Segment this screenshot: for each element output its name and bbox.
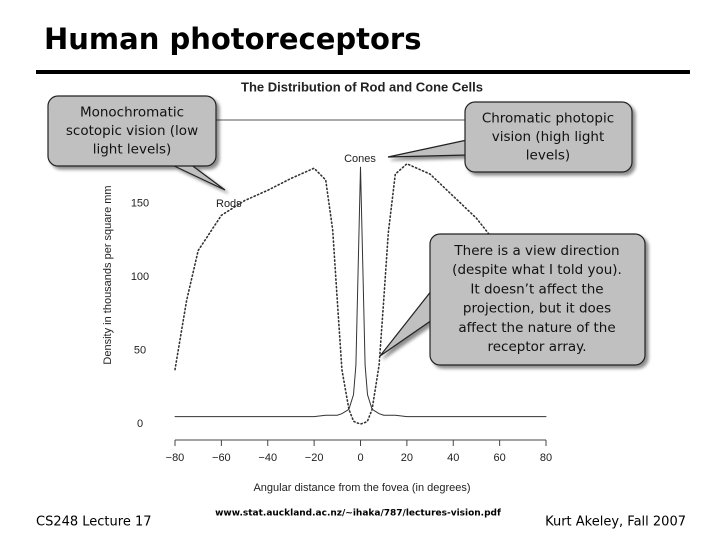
- callout-texts: Monochromatic scotopic vision (low light l…: [66, 105, 622, 356]
- callout-line: levels): [526, 148, 570, 164]
- y-tick-label: 150: [131, 197, 149, 209]
- callout-line: Monochromatic: [80, 105, 184, 121]
- callout-line: scotopic vision (low: [66, 123, 198, 139]
- callout-line: Chromatic photopic: [482, 111, 614, 127]
- callout-line: receptor array.: [487, 339, 586, 355]
- x-tick-label: −80: [166, 452, 185, 464]
- series-line: [174, 166, 547, 418]
- series-label: Cones: [344, 153, 376, 165]
- x-tick-label: 80: [540, 452, 552, 464]
- x-tick-label: 40: [447, 452, 459, 464]
- footer-left: CS248 Lecture 17: [36, 515, 152, 530]
- callout-line: vision (high light: [492, 129, 605, 145]
- callout: [387, 101, 633, 173]
- y-axis-label: Density in thousands per square mm: [102, 185, 114, 364]
- y-tick-label: 0: [137, 418, 143, 430]
- plot: −80 −60 −40 −20 0 20 40 60 80 0 50 100 150 Rods Cones: [131, 153, 552, 464]
- callout-line: projection, but it does: [463, 301, 611, 317]
- slide-title: Human photoreceptors: [44, 22, 422, 56]
- x-tick-label: 60: [494, 452, 506, 464]
- callout: [47, 95, 226, 191]
- callout: [379, 233, 646, 366]
- y-tick-label: 100: [131, 271, 149, 283]
- callout-line: There is a view direction: [453, 243, 619, 259]
- footer-center: www.stat.auckland.ac.nz/~ihaka/787/lectu…: [215, 509, 501, 519]
- x-tick-label: 0: [357, 452, 363, 464]
- series-line: [174, 162, 547, 425]
- x-tick-label: −40: [258, 452, 277, 464]
- callout-line: It doesn’t affect the: [470, 281, 603, 297]
- x-tick-label: −20: [305, 452, 324, 464]
- x-tick-label: −60: [212, 452, 231, 464]
- callout-line: (despite what I told you).: [452, 262, 622, 278]
- x-tick-label: 20: [401, 452, 413, 464]
- callout-line: light levels): [93, 142, 172, 158]
- footer-right: Kurt Akeley, Fall 2007: [545, 515, 686, 530]
- y-tick-label: 50: [134, 344, 146, 356]
- x-axis-label: Angular distance from the fovea (in degr…: [253, 482, 470, 494]
- chart-title: The Distribution of Rod and Cone Cells: [241, 79, 483, 94]
- title-rule: [36, 70, 690, 74]
- callout-line: affect the nature of the: [458, 320, 615, 336]
- series-label: Rods: [216, 198, 242, 210]
